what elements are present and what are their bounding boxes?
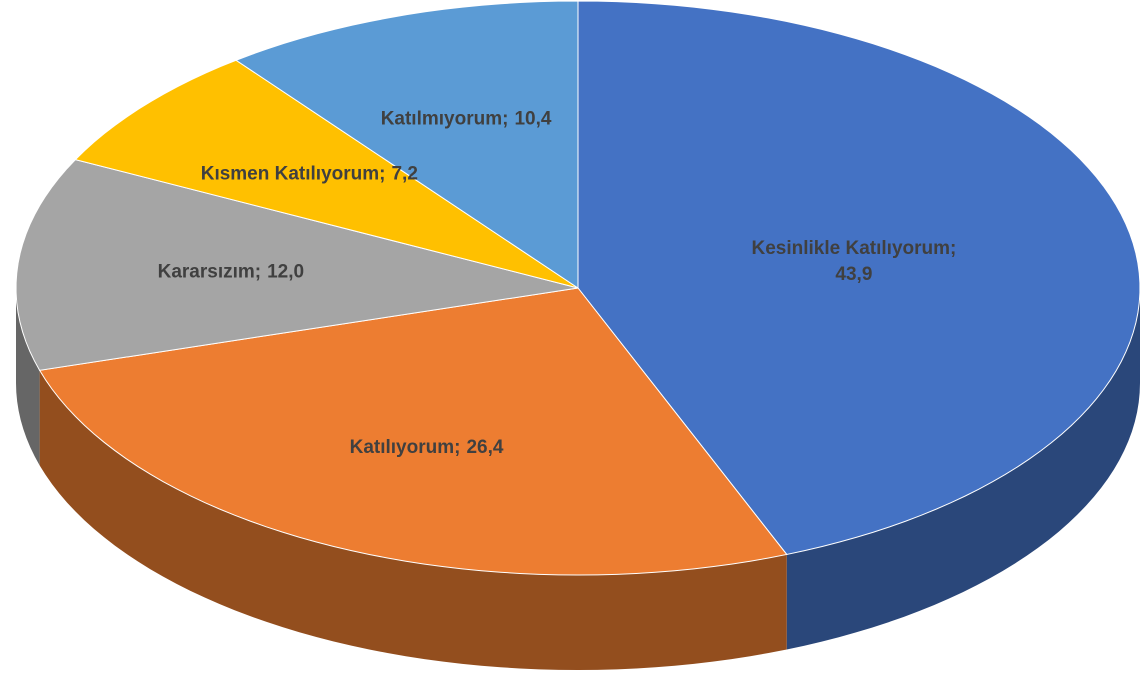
label-separator: ; <box>454 437 460 458</box>
label-category: Kesinlikle Katılıyorum <box>752 238 951 259</box>
chart: Kesinlikle Katılıyorum; 43,9 Katılıyorum; 2… <box>0 0 1140 698</box>
label-value: 7,2 <box>391 164 417 185</box>
data-label: Kararsızım; 12,0 <box>158 262 304 283</box>
label-category: Kararsızım <box>158 262 255 283</box>
label-category: Kısmen Katılıyorum <box>201 164 379 185</box>
label-value: 43,9 <box>835 264 872 285</box>
label-separator: ; <box>255 262 261 283</box>
data-label: Kısmen Katılıyorum; 7,2 <box>201 164 418 185</box>
label-value: 12,0 <box>267 262 304 283</box>
label-separator: ; <box>379 164 385 185</box>
label-category: Katılmıyorum <box>381 109 502 130</box>
data-label: Katılmıyorum; 10,4 <box>381 109 552 130</box>
label-value: 10,4 <box>514 109 551 130</box>
label-separator: ; <box>502 109 508 130</box>
data-label: Katılıyorum; 26,4 <box>350 437 504 458</box>
label-value: 26,4 <box>466 437 503 458</box>
label-category: Katılıyorum <box>350 437 455 458</box>
label-separator: ; <box>950 238 956 259</box>
